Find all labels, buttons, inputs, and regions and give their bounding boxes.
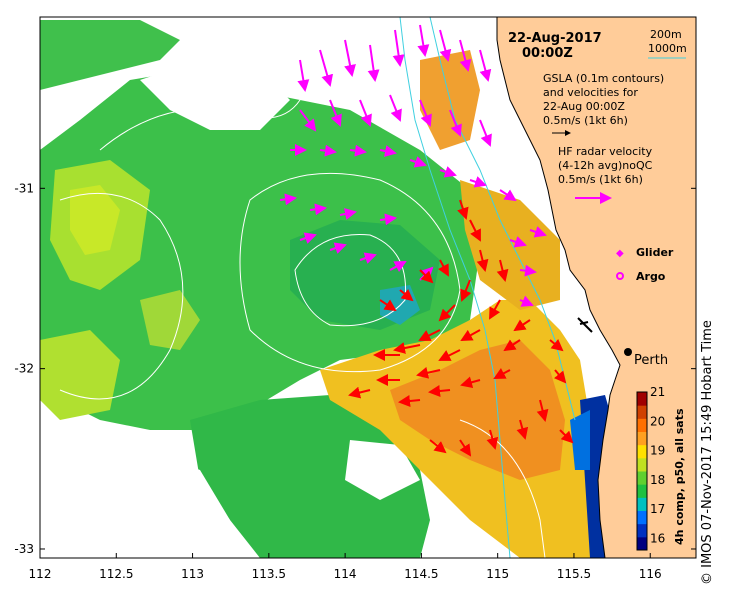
perth-marker <box>624 348 632 356</box>
colorbar-segment <box>637 392 647 406</box>
plot-frame <box>39 16 697 559</box>
sst-patch-yellowgreen-3 <box>40 330 120 420</box>
header-time: 00:00Z <box>522 46 573 61</box>
colorbar-segment <box>637 431 647 446</box>
cloud-gap-3 <box>345 440 420 500</box>
colorbar-segment <box>637 497 647 511</box>
sst-patch-north <box>40 20 180 90</box>
y-tick-label: -32 <box>14 362 34 376</box>
glider-legend-icon: ◆ <box>616 248 624 259</box>
x-tick-label: 112 <box>29 567 52 581</box>
x-axis: 112 112.5 113 113.5 114 114.5 115 115.5 116 <box>29 553 662 581</box>
colorbar-segment <box>637 444 647 459</box>
colorbar-segment <box>637 457 647 472</box>
colorbar-tick-label: 21 <box>650 385 665 399</box>
sst-warm-core <box>390 340 565 480</box>
colorbar-segment <box>637 510 647 525</box>
colorbar-tick-label: 20 <box>650 414 665 428</box>
colorbar-segment <box>637 405 647 419</box>
colorbar-frame <box>636 391 648 551</box>
gsla-legend-scale: 0.5m/s (1kt 6h) <box>543 114 628 127</box>
x-tick-label: 112.5 <box>99 567 133 581</box>
colorbar-tick-label: 18 <box>650 473 665 487</box>
argo-legend-icon <box>616 272 624 280</box>
sst-patch-yellowgreen-4 <box>140 290 200 350</box>
radar-legend-line-2: (4-12h avg)noQC <box>558 159 653 172</box>
colorbar-segment <box>637 484 647 498</box>
x-tick-label: 114.5 <box>404 567 438 581</box>
colorbar-segment <box>637 418 647 432</box>
radar-legend-scale: 0.5m/s (1kt 6h) <box>558 173 643 186</box>
x-tick-label: 115.5 <box>557 567 591 581</box>
x-tick-label: 113 <box>181 567 204 581</box>
glider-track <box>577 317 593 333</box>
gsla-contours <box>59 99 546 559</box>
colorbar: 16 17 18 19 20 21 <box>636 385 665 551</box>
colorbar-segment <box>637 523 647 538</box>
gsla-velocity-arrows <box>348 199 574 457</box>
colorbar-segment <box>637 471 647 485</box>
cloud-gap-1 <box>140 60 290 130</box>
sst-patch-yellowgreen-2 <box>70 185 120 255</box>
header-date: 22-Aug-2017 <box>508 31 602 46</box>
imos-credit: © IMOS 07-Nov-2017 15:49 Hobart Time <box>700 320 715 585</box>
x-tick-label: 116 <box>639 567 662 581</box>
cloud-gap-2 <box>40 430 230 558</box>
gsla-legend-line-1: GSLA (0.1m contours) <box>543 72 664 85</box>
colorbar-segment <box>637 536 647 551</box>
argo-legend-label: Argo <box>636 270 666 283</box>
gsla-legend-line-2: and velocities for <box>543 86 638 99</box>
sst-cold-nearshore-2 <box>570 410 590 470</box>
sst-warm-shelf <box>460 180 560 310</box>
perth-label: Perth <box>634 353 668 368</box>
glider-legend-label: Glider <box>636 246 674 259</box>
y-tick-label: -33 <box>14 542 34 556</box>
x-tick-label: 114 <box>334 567 357 581</box>
colorbar-tick-label: 16 <box>650 531 665 545</box>
y-tick-label: -31 <box>14 181 34 195</box>
x-tick-label: 113.5 <box>252 567 286 581</box>
isobath-label-1000m: 1000m <box>648 42 687 55</box>
y-axis: -31 -32 -33 <box>14 181 696 556</box>
cloud-gap-4 <box>180 30 300 75</box>
colorbar-tick-label: 17 <box>650 502 665 516</box>
gsla-legend-line-3: 22-Aug 00:00Z <box>543 100 625 113</box>
sst-patch-south <box>190 395 430 558</box>
colorbar-title: 4h comp, p50, all sats <box>673 408 686 545</box>
radar-legend-line-1: HF radar velocity <box>558 145 653 158</box>
colorbar-tick-label: 19 <box>650 444 665 458</box>
x-tick-label: 115 <box>486 567 509 581</box>
isobath-label-200m: 200m <box>650 28 682 41</box>
